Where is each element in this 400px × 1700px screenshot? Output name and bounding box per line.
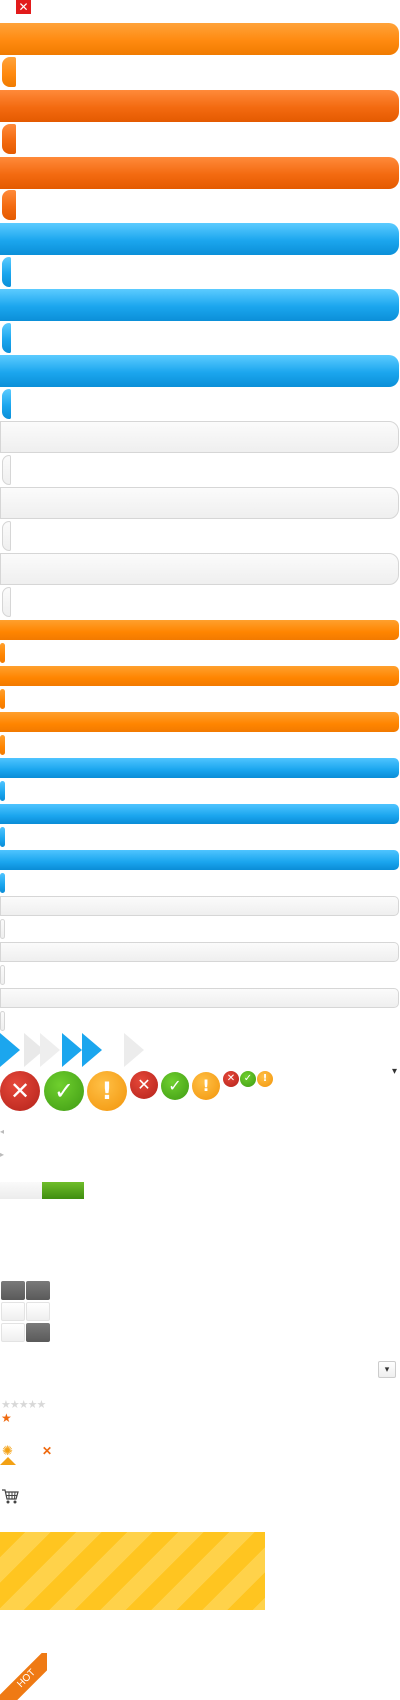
orange-bar-small-cap-2	[0, 689, 5, 709]
rating-star-selected-icon: ★	[1, 1411, 12, 1425]
step-chevron-active-3[interactable]	[82, 1033, 102, 1067]
close-icon[interactable]: ✕	[16, 0, 31, 14]
blue-bar-large-1	[0, 223, 399, 255]
gray-bar-cap-2	[2, 521, 11, 551]
blue-bar-small-cap-2	[0, 827, 5, 847]
sun-icon: ✺	[2, 1443, 13, 1458]
progress-fill	[42, 1182, 84, 1199]
step-chevron-inactive-3[interactable]	[124, 1033, 144, 1067]
error-icon-large: ✕	[0, 1071, 40, 1111]
cart-icon[interactable]	[1, 1488, 19, 1509]
orange-bar-cap-1	[2, 57, 16, 87]
gray-bar-small-cap-1	[0, 919, 5, 939]
blue-bar-cap-1	[2, 257, 11, 287]
orange-bar-small-2	[0, 666, 399, 686]
error-icon-medium: ✕	[130, 1071, 158, 1099]
arrow-right-icon[interactable]: ▸	[0, 1150, 5, 1159]
gray-bar-cap-3	[2, 587, 11, 617]
step-chevron-inactive-1[interactable]	[24, 1033, 44, 1067]
orange-bar-small-1	[0, 620, 399, 640]
orange-bar-small-cap-1	[0, 643, 5, 663]
striped-banner	[0, 1532, 265, 1610]
grid-cell-dark-1[interactable]	[1, 1281, 25, 1300]
progress-bar	[0, 1182, 84, 1199]
warning-icon-large: !	[87, 1071, 127, 1111]
gray-bar-large-1	[0, 421, 399, 453]
orange-bar-large-3	[0, 157, 399, 189]
orange-bar-large-1	[0, 23, 399, 55]
blue-bar-small-1	[0, 758, 399, 778]
blue-bar-cap-3	[2, 389, 11, 419]
grid-cell-dark-3[interactable]	[26, 1323, 50, 1342]
success-icon-medium: ✓	[161, 1072, 189, 1100]
warning-icon-medium: !	[192, 1072, 220, 1100]
warning-icon-small: !	[257, 1071, 273, 1087]
rating-stars-empty[interactable]: ★★★★★	[1, 1399, 46, 1411]
blue-bar-large-2	[0, 289, 399, 321]
hot-ribbon: HOT	[0, 1653, 47, 1700]
step-chevron-active-2[interactable]	[62, 1033, 82, 1067]
step-chevron-inactive-2[interactable]	[40, 1033, 60, 1067]
step-chevron-active-1[interactable]	[0, 1033, 20, 1067]
arrow-left-icon[interactable]: ◂	[0, 1127, 5, 1136]
gray-bar-small-cap-2	[0, 965, 5, 985]
gray-bar-small-cap-3	[0, 1011, 5, 1031]
orange-bar-small-3	[0, 712, 399, 732]
gray-bar-small-3	[0, 988, 399, 1008]
grid-cell-dark-2[interactable]	[26, 1281, 50, 1300]
blue-bar-small-2	[0, 804, 399, 824]
triangle-up-icon	[0, 1457, 16, 1465]
gray-bar-cap-1	[2, 455, 11, 485]
gray-bar-large-3	[0, 553, 399, 585]
grid-cell-light-2[interactable]	[26, 1302, 50, 1321]
orange-bar-large-2	[0, 90, 399, 122]
blue-bar-small-cap-1	[0, 781, 5, 801]
grid-cell-light-1[interactable]	[1, 1302, 25, 1321]
dropdown-button[interactable]: ▾	[378, 1361, 396, 1378]
gray-bar-large-2	[0, 487, 399, 519]
grid-cell-light-3[interactable]	[1, 1323, 25, 1342]
blue-bar-large-3	[0, 355, 399, 387]
gray-bar-small-1	[0, 896, 399, 916]
blue-bar-small-3	[0, 850, 399, 870]
success-icon-large: ✓	[44, 1071, 84, 1111]
blue-bar-small-cap-3	[0, 873, 5, 893]
blue-bar-cap-2	[2, 323, 11, 353]
orange-bar-cap-3	[2, 190, 16, 220]
remove-icon[interactable]: ✕	[42, 1444, 53, 1458]
error-icon-small: ✕	[223, 1071, 239, 1087]
success-icon-small: ✓	[240, 1071, 256, 1087]
orange-bar-cap-2	[2, 124, 16, 154]
gray-bar-small-2	[0, 942, 399, 962]
hot-label: HOT	[0, 1653, 47, 1700]
dropdown-arrow-icon[interactable]: ▾	[392, 1066, 398, 1077]
orange-bar-small-cap-3	[0, 735, 5, 755]
